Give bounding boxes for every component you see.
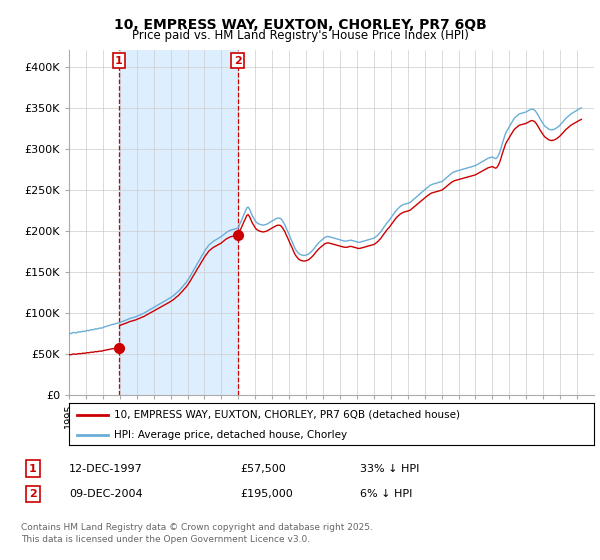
Text: 33% ↓ HPI: 33% ↓ HPI: [360, 464, 419, 474]
Text: 10, EMPRESS WAY, EUXTON, CHORLEY, PR7 6QB (detached house): 10, EMPRESS WAY, EUXTON, CHORLEY, PR7 6Q…: [113, 410, 460, 420]
Text: 10, EMPRESS WAY, EUXTON, CHORLEY, PR7 6QB: 10, EMPRESS WAY, EUXTON, CHORLEY, PR7 6Q…: [113, 18, 487, 32]
Text: Contains HM Land Registry data © Crown copyright and database right 2025.
This d: Contains HM Land Registry data © Crown c…: [21, 522, 373, 544]
Bar: [119, 50, 238, 395]
Text: 2: 2: [29, 489, 37, 499]
Text: 1: 1: [29, 464, 37, 474]
Text: HPI: Average price, detached house, Chorley: HPI: Average price, detached house, Chor…: [113, 430, 347, 440]
Text: 6% ↓ HPI: 6% ↓ HPI: [360, 489, 412, 499]
Text: £57,500: £57,500: [240, 464, 286, 474]
Text: 09-DEC-2004: 09-DEC-2004: [69, 489, 143, 499]
Text: Price paid vs. HM Land Registry's House Price Index (HPI): Price paid vs. HM Land Registry's House …: [131, 29, 469, 41]
Text: £195,000: £195,000: [240, 489, 293, 499]
Text: 12-DEC-1997: 12-DEC-1997: [69, 464, 143, 474]
Text: 1: 1: [115, 55, 123, 66]
Text: 2: 2: [233, 55, 241, 66]
